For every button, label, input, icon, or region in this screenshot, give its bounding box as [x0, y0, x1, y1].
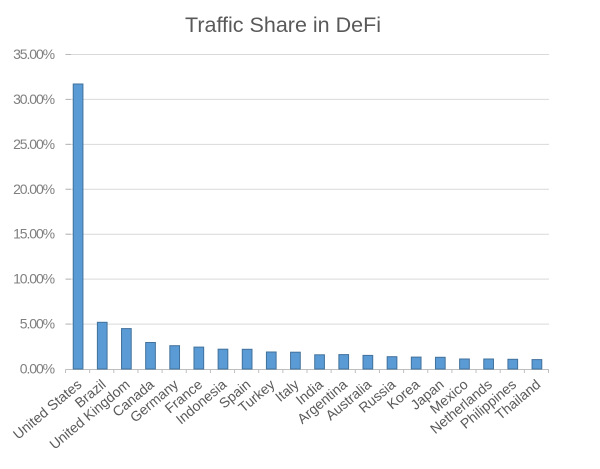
svg-text:0.00%: 0.00% [20, 361, 55, 377]
svg-text:Traffic Share in DeFi: Traffic Share in DeFi [185, 13, 381, 37]
svg-text:20.00%: 20.00% [13, 181, 55, 197]
svg-text:30.00%: 30.00% [13, 91, 55, 107]
svg-text:25.00%: 25.00% [13, 136, 55, 152]
svg-text:15.00%: 15.00% [13, 226, 55, 242]
svg-text:5.00%: 5.00% [20, 316, 55, 332]
svg-text:35.00%: 35.00% [13, 46, 55, 62]
svg-text:10.00%: 10.00% [13, 271, 55, 287]
